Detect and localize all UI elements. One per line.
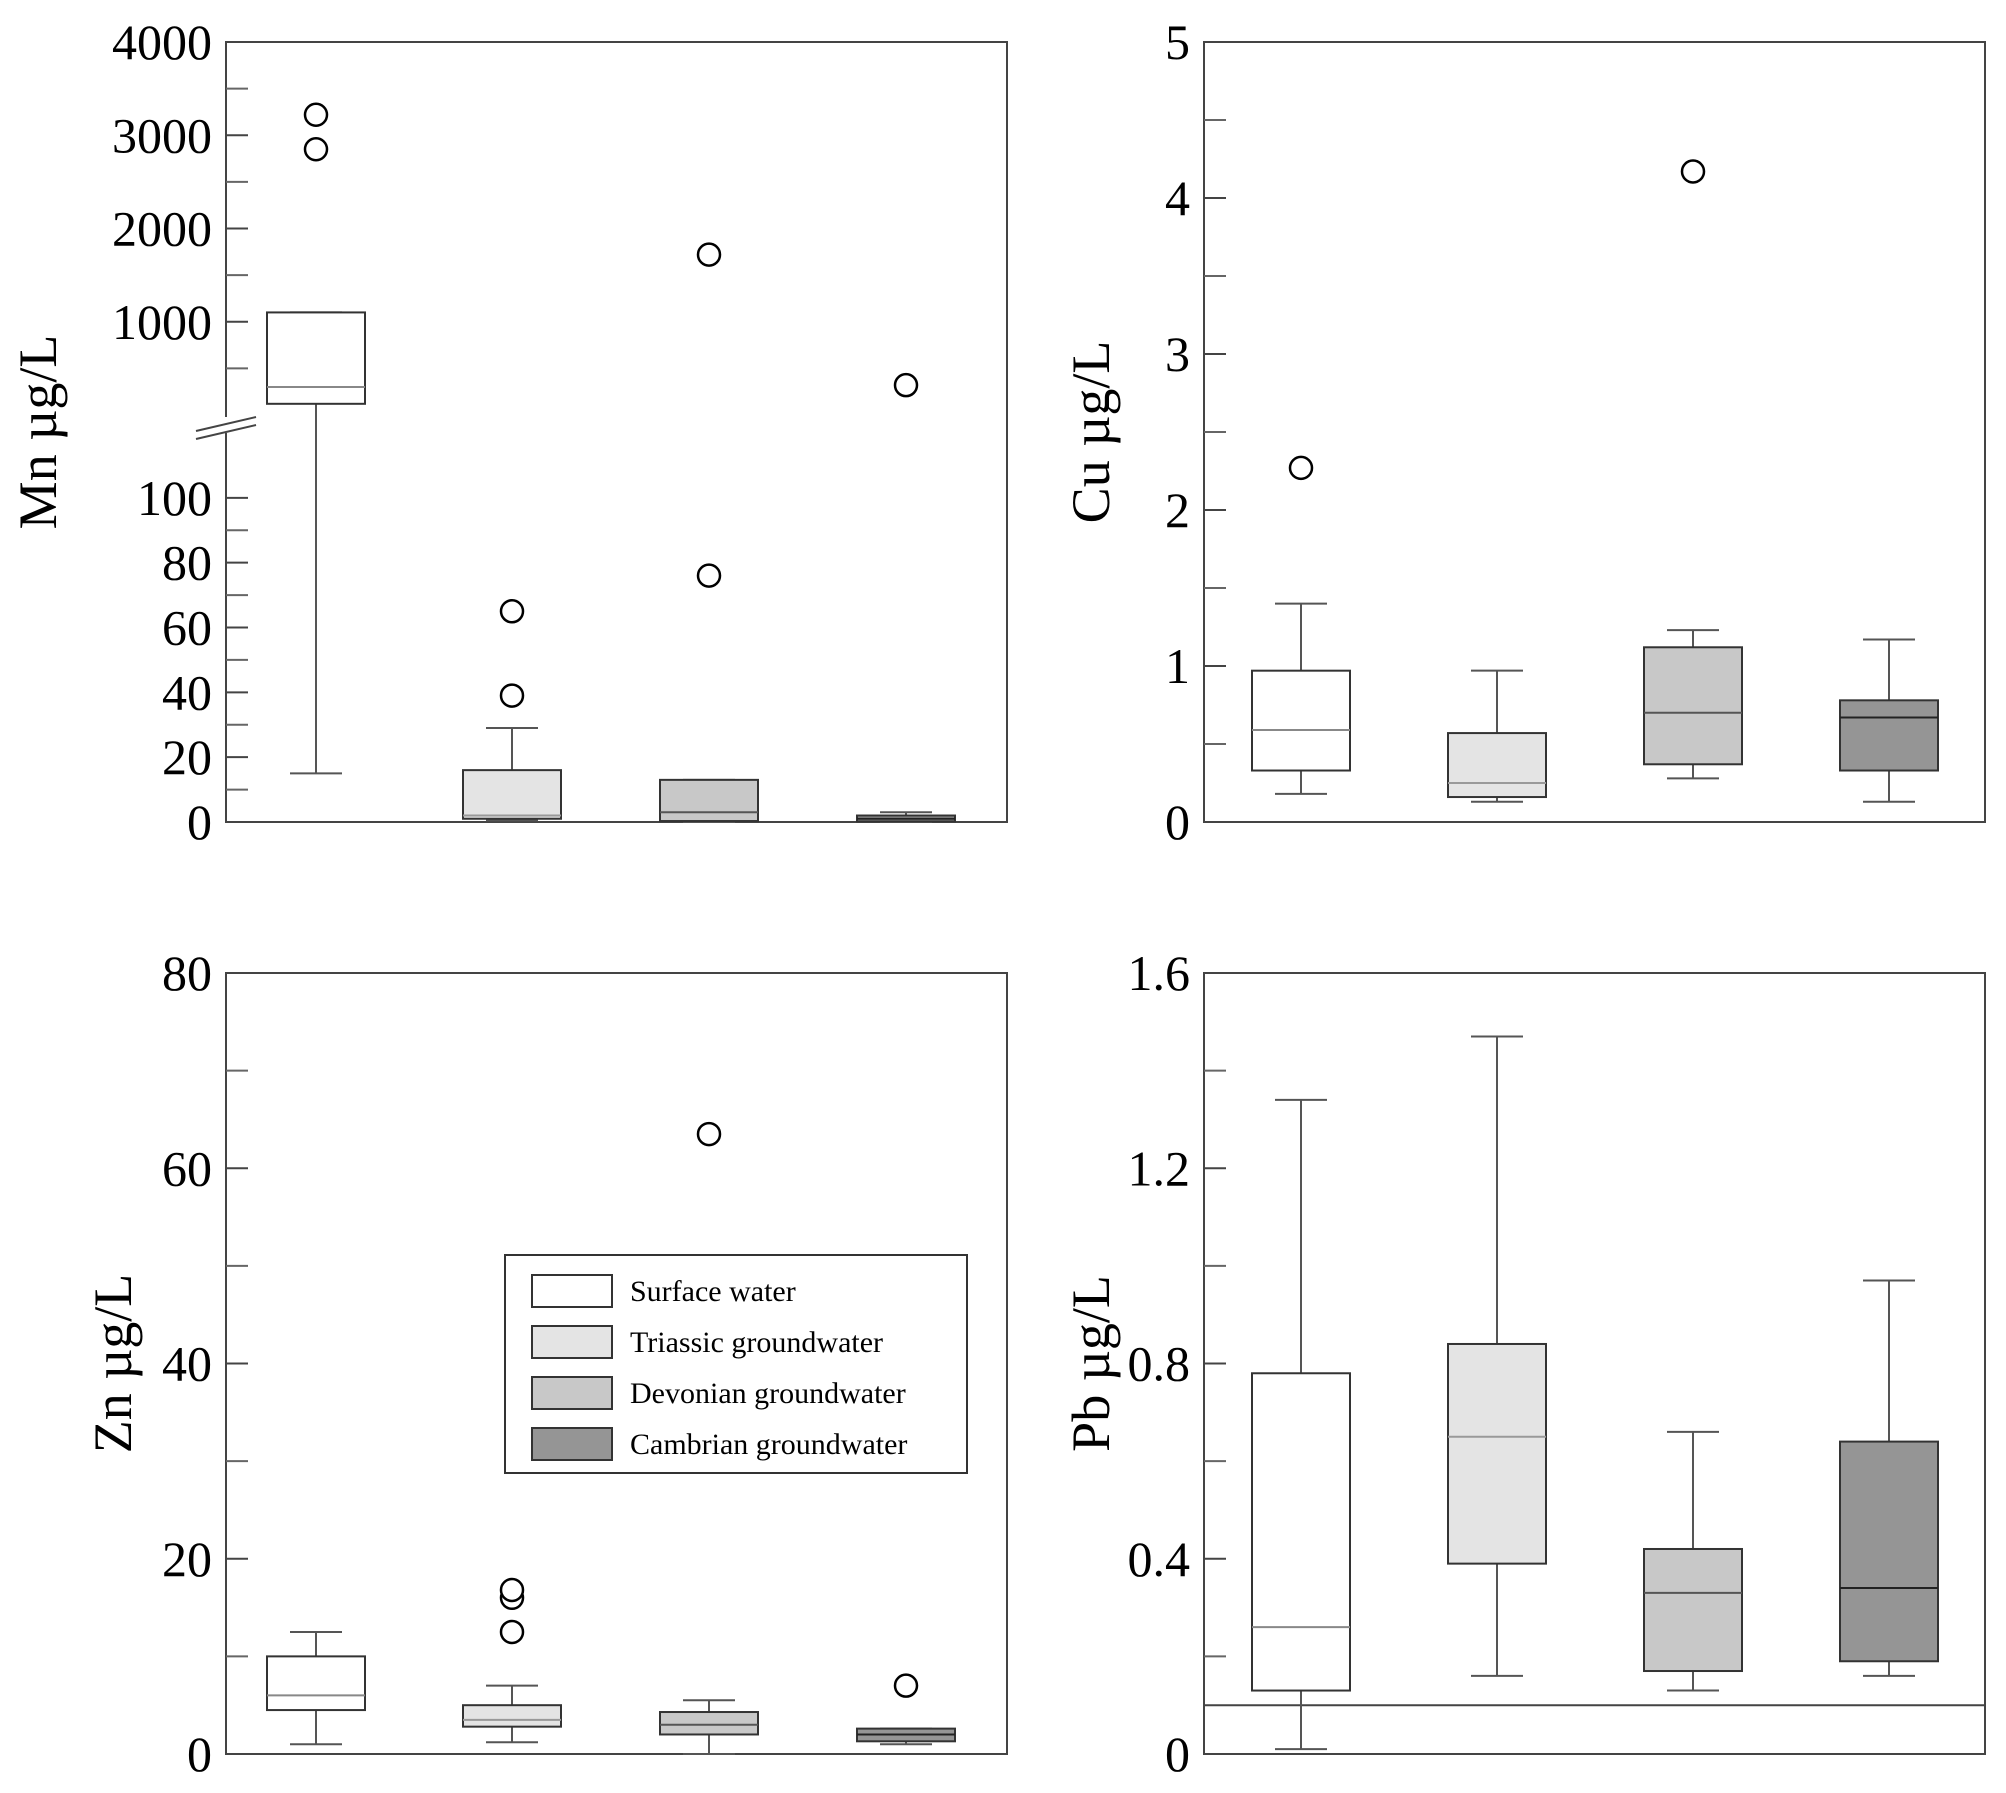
outlier-point <box>1288 455 1314 481</box>
box-pb-0 <box>1251 1372 1351 1692</box>
y-tick-label: 40 <box>162 664 212 720</box>
y-axis-label: Cu µg/L <box>1061 341 1121 524</box>
box-pb-2 <box>1643 1547 1743 1673</box>
y-tick-label: 2000 <box>112 201 212 257</box>
y-axis-label: Mn µg/L <box>8 335 68 530</box>
y-tick-label: 1.6 <box>1128 945 1191 1001</box>
outlier-point <box>499 683 525 708</box>
panel-cu: 0 1 2 3 4 5 Cu µg/L <box>1061 14 1986 850</box>
y-tick-label: 80 <box>162 945 212 1001</box>
box-cu-1 <box>1447 732 1547 799</box>
plot-frame <box>225 41 1008 823</box>
y-tick-label: 80 <box>162 535 212 591</box>
y-tick-label: 20 <box>162 729 212 785</box>
y-tick-label: 20 <box>162 1531 212 1587</box>
outlier-point <box>499 1577 525 1603</box>
y-tick-label: 0.8 <box>1128 1336 1191 1392</box>
y-axis-label: Pb µg/L <box>1061 1275 1121 1452</box>
y-axis-label: Zn µg/L <box>83 1274 143 1454</box>
box-pb-3 <box>1839 1440 1939 1663</box>
legend-label: Devonian groundwater <box>630 1377 906 1410</box>
y-tick-label: 4 <box>1165 170 1190 226</box>
y-tick-label: 0.4 <box>1128 1531 1191 1587</box>
axis-break-mark <box>195 424 257 440</box>
outlier-point <box>303 136 329 162</box>
legend-label: Surface water <box>630 1275 796 1308</box>
box-cu-0 <box>1251 669 1351 772</box>
outlier-point <box>696 563 722 588</box>
outlier-point <box>499 1619 525 1645</box>
y-tick-label: 2 <box>1165 482 1190 538</box>
box-pb-1 <box>1447 1342 1547 1565</box>
panel-pb: 0 0.4 0.8 1.2 1.6 Pb µg/L <box>1061 945 1986 1782</box>
box-zn-2 <box>659 1711 759 1736</box>
outlier-point <box>893 372 919 398</box>
y-tick-label: 3000 <box>112 107 212 163</box>
y-tick-label: 1.2 <box>1128 1140 1191 1196</box>
y-tick-label: 1 <box>1165 638 1190 694</box>
y-tick-label: 0 <box>1165 794 1190 850</box>
panel-zn: 0 20 40 60 80 Zn µg/L <box>83 945 1008 1782</box>
outlier-point <box>1680 159 1706 184</box>
box-mn-1 <box>462 769 562 820</box>
legend-swatch <box>531 1274 613 1308</box>
legend: Surface water Triassic groundwater Devonia… <box>504 1254 968 1474</box>
y-tick-label: 60 <box>162 600 212 656</box>
y-tick-label: 0 <box>187 794 212 850</box>
outlier-point <box>696 242 722 267</box>
y-tick-label: 5 <box>1165 14 1190 70</box>
legend-label: Triassic groundwater <box>630 1326 883 1359</box>
legend-swatch <box>531 1325 613 1359</box>
legend-swatch <box>531 1376 613 1410</box>
box-cu-3 <box>1839 699 1939 772</box>
outlier-point <box>893 1673 919 1698</box>
y-tick-label: 4000 <box>112 14 212 70</box>
outlier-point <box>303 102 329 127</box>
outlier-point <box>499 599 525 624</box>
box-zn-1 <box>462 1704 562 1728</box>
box-mn-2 <box>659 778 759 823</box>
panel-mn: 0 20 40 60 80 100 1000 2000 3000 4000 Mn µg/L <box>8 14 1008 850</box>
y-tick-label: 3 <box>1165 326 1190 382</box>
box-mn-0 <box>266 311 366 405</box>
y-tick-label: 0 <box>1165 1726 1190 1782</box>
y-tick-label: 0 <box>187 1726 212 1782</box>
outlier-point <box>696 1121 722 1147</box>
y-tick-label: 100 <box>137 470 212 526</box>
box-cu-2 <box>1643 646 1743 766</box>
y-tick-label: 40 <box>162 1336 212 1392</box>
y-tick-label: 1000 <box>112 294 212 350</box>
axis-break-mark <box>195 416 257 432</box>
box-zn-0 <box>266 1655 366 1712</box>
legend-swatch <box>531 1427 613 1461</box>
y-tick-label: 60 <box>162 1140 212 1196</box>
legend-label: Cambrian groundwater <box>630 1428 907 1461</box>
